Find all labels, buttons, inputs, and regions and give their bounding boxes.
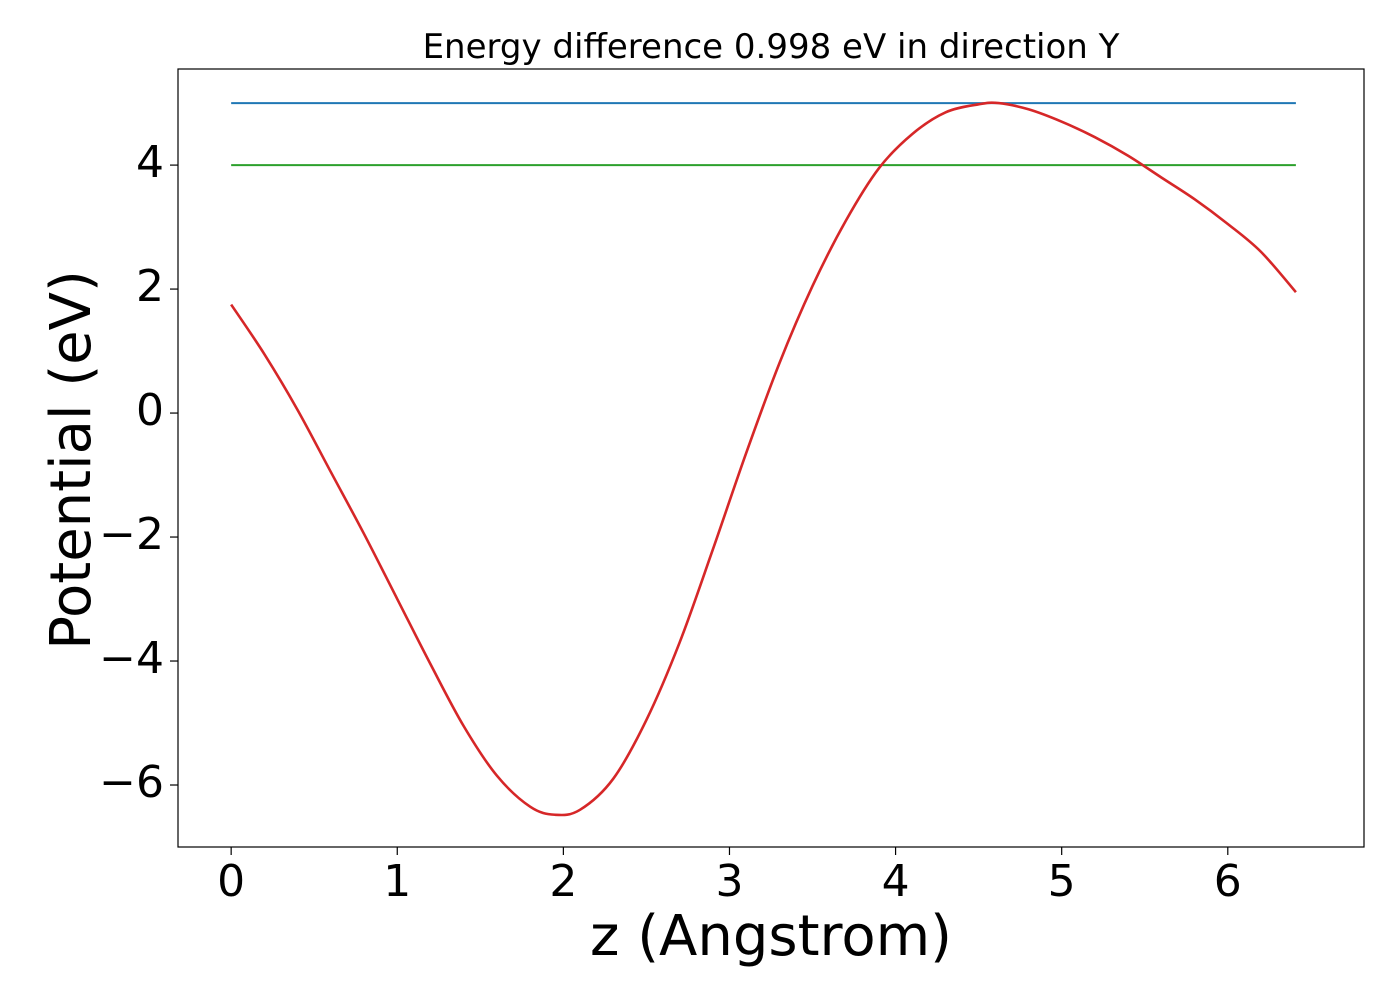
plot-frame <box>177 68 1365 848</box>
x-axis-title: z (Angstrom) <box>590 904 952 969</box>
x-tick-label: 2 <box>549 856 577 907</box>
y-tick-label: −4 <box>99 633 164 684</box>
y-tick-label: 4 <box>136 137 164 188</box>
x-axis: 0 1 2 3 4 5 6 <box>217 847 1242 907</box>
y-tick-label: 0 <box>136 385 164 436</box>
series-layer <box>230 101 1297 817</box>
y-axis: −6 −4 −2 0 2 4 <box>99 137 178 808</box>
chart-title: Energy difference 0.998 eV in direction … <box>423 27 1120 67</box>
y-tick-label: −2 <box>99 509 164 560</box>
y-axis-title: Potential (eV) <box>39 270 104 650</box>
x-tick-label: 4 <box>882 856 910 907</box>
x-tick-label: 6 <box>1214 856 1242 907</box>
x-tick-label: 1 <box>383 856 411 907</box>
y-tick-label: 2 <box>136 261 164 312</box>
series-line-1 <box>230 101 1297 817</box>
x-tick-label: 0 <box>217 856 245 907</box>
x-tick-label: 5 <box>1048 856 1076 907</box>
y-tick-label: −6 <box>99 757 164 808</box>
x-tick-label: 3 <box>715 856 743 907</box>
